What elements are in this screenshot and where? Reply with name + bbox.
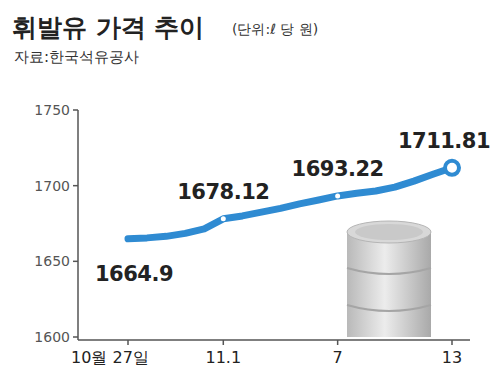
data-label: 1664.9 <box>95 262 173 286</box>
x-tick <box>337 340 339 345</box>
x-tick-label: 10월 27일 <box>71 348 149 367</box>
x-axis <box>78 339 470 341</box>
y-tick <box>73 185 78 187</box>
data-label: 1693.22 <box>292 157 384 181</box>
y-tick-label: 1650 <box>34 253 70 269</box>
data-label: 1678.12 <box>177 180 269 204</box>
point-marker <box>221 216 226 221</box>
x-tick-label: 13 <box>442 348 462 367</box>
x-tick <box>451 340 453 345</box>
y-axis <box>77 110 79 340</box>
barrel-illustration <box>347 221 431 337</box>
point-marker <box>335 193 340 198</box>
data-label: 1711.81 <box>398 129 490 153</box>
source: 자료:한국석유공사 <box>14 48 139 66</box>
y-tick <box>73 261 78 263</box>
subtitle: (단위:ℓ 당 원) <box>232 21 318 37</box>
y-tick-label: 1600 <box>34 329 70 345</box>
y-tick <box>73 109 78 111</box>
price-line <box>128 168 452 239</box>
point-marker <box>445 161 459 175</box>
title: 휘발유 가격 추이 <box>12 13 204 42</box>
x-tick-label: 7 <box>333 348 343 367</box>
data-labels: 1664.9 1678.12 1693.22 1711.81 <box>95 129 490 286</box>
y-tick-label: 1700 <box>34 178 70 194</box>
y-tick <box>73 336 78 338</box>
x-tick <box>223 340 225 345</box>
x-tick <box>127 340 129 345</box>
x-tick-label: 11.1 <box>205 348 241 367</box>
chart: 휘발유 가격 추이 (단위:ℓ 당 원) 자료:한국석유공사 1600 1650 1700… <box>0 0 500 391</box>
y-tick-label: 1750 <box>34 102 70 118</box>
